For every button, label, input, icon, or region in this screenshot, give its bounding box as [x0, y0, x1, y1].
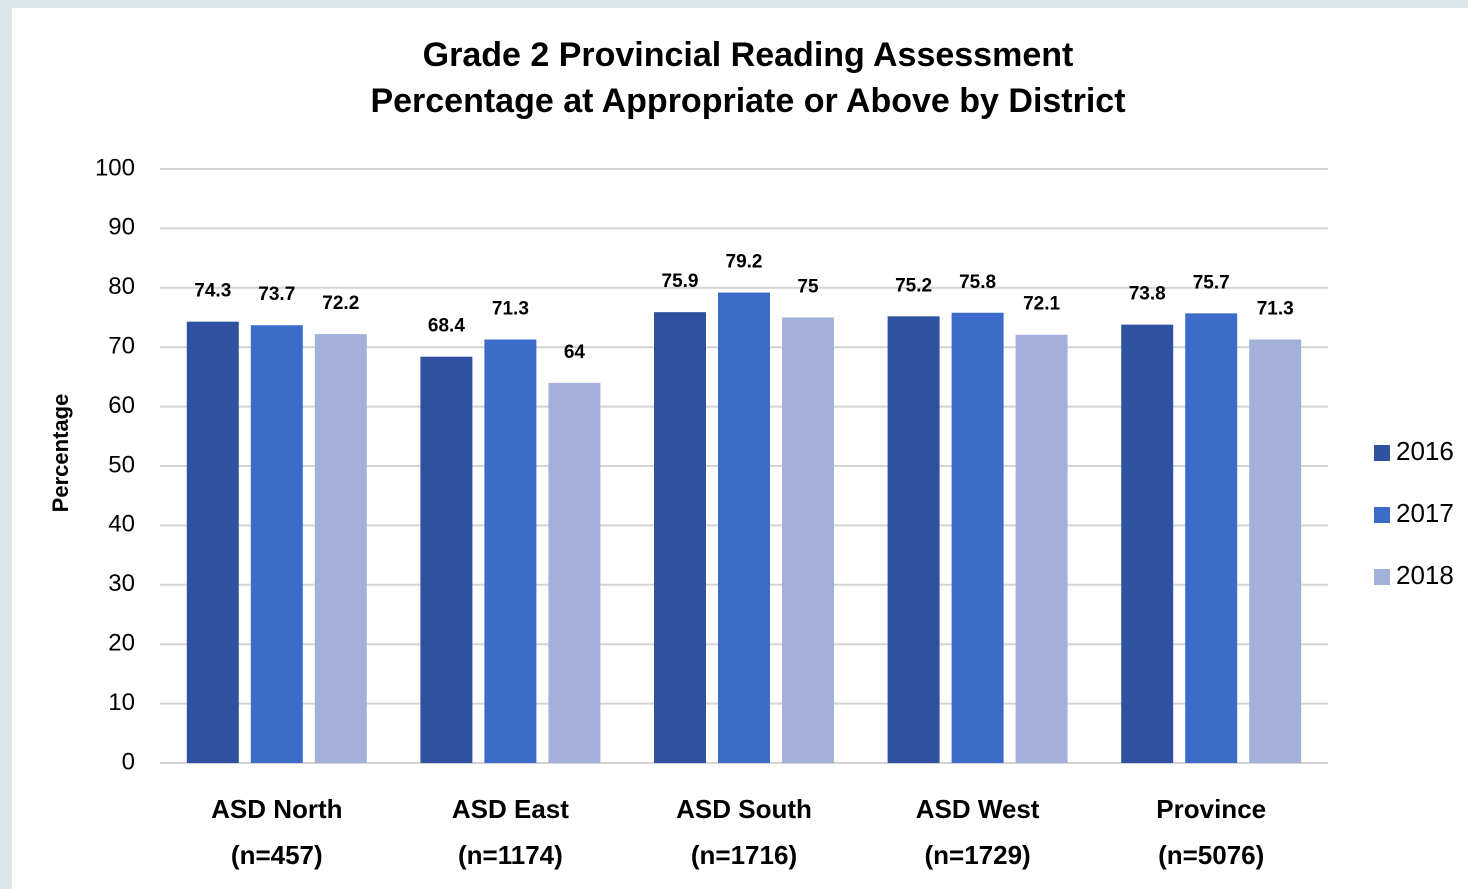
chart-title: Grade 2 Provincial Reading Assessment [423, 36, 1074, 74]
bar [548, 382, 601, 763]
data-label: 75.8 [959, 272, 996, 293]
y-tick-label: 10 [108, 689, 135, 716]
legend-label: 2018 [1396, 560, 1454, 590]
data-label: 75 [797, 277, 819, 298]
legend-swatch [1374, 569, 1390, 585]
y-tick-label: 0 [122, 748, 135, 775]
bar [484, 339, 537, 763]
bar [1121, 324, 1174, 763]
bar [718, 292, 770, 763]
data-label: 64 [564, 342, 586, 363]
data-label: 75.9 [662, 271, 699, 292]
y-tick-label: 30 [108, 570, 135, 597]
bar [654, 312, 706, 763]
bar [782, 317, 834, 763]
data-label: 75.2 [895, 275, 932, 296]
x-tick-label: ASD South [676, 794, 812, 824]
x-tick-label: Province [1156, 794, 1266, 824]
y-tick-label: 80 [108, 273, 135, 300]
bar [1185, 313, 1238, 763]
y-tick-label: 70 [108, 333, 135, 360]
legend-swatch [1374, 445, 1390, 461]
bar [314, 334, 367, 763]
bar [186, 321, 239, 763]
y-tick-label: 90 [108, 214, 135, 241]
data-label: 68.4 [428, 316, 465, 337]
bar [250, 325, 303, 763]
data-label: 75.7 [1193, 272, 1230, 293]
data-label: 71.3 [492, 298, 529, 319]
bar [887, 316, 940, 763]
y-axis-label: Percentage [48, 394, 73, 513]
x-tick-label: (n=1716) [691, 840, 797, 870]
legend-label: 2016 [1396, 436, 1454, 466]
y-tick-label: 60 [108, 392, 135, 419]
data-label: 73.7 [258, 284, 295, 305]
data-label: 72.2 [322, 293, 359, 314]
legend-swatch [1374, 507, 1390, 523]
x-tick-label: (n=1174) [458, 840, 563, 870]
y-tick-label: 50 [108, 451, 135, 478]
bar [420, 356, 473, 763]
x-tick-label: (n=1729) [924, 840, 1030, 870]
x-tick-label: ASD West [916, 794, 1040, 824]
legend-label: 2017 [1396, 498, 1454, 528]
bar [951, 312, 1004, 763]
x-tick-label: ASD East [452, 794, 569, 824]
x-tick-label: ASD North [211, 794, 342, 824]
x-tick-label: (n=457) [231, 840, 323, 870]
y-tick-label: 40 [108, 511, 135, 538]
y-tick-label: 100 [95, 154, 135, 181]
chart-subtitle: Percentage at Appropriate or Above by Di… [370, 82, 1125, 120]
y-tick-label: 20 [108, 630, 135, 657]
data-label: 72.1 [1023, 294, 1060, 315]
data-label: 73.8 [1129, 284, 1166, 305]
data-label: 79.2 [726, 252, 763, 273]
data-label: 74.3 [194, 281, 231, 302]
bar [1249, 339, 1302, 763]
bar [1015, 334, 1068, 763]
x-tick-label: (n=5076) [1158, 840, 1264, 870]
data-label: 71.3 [1257, 298, 1294, 319]
